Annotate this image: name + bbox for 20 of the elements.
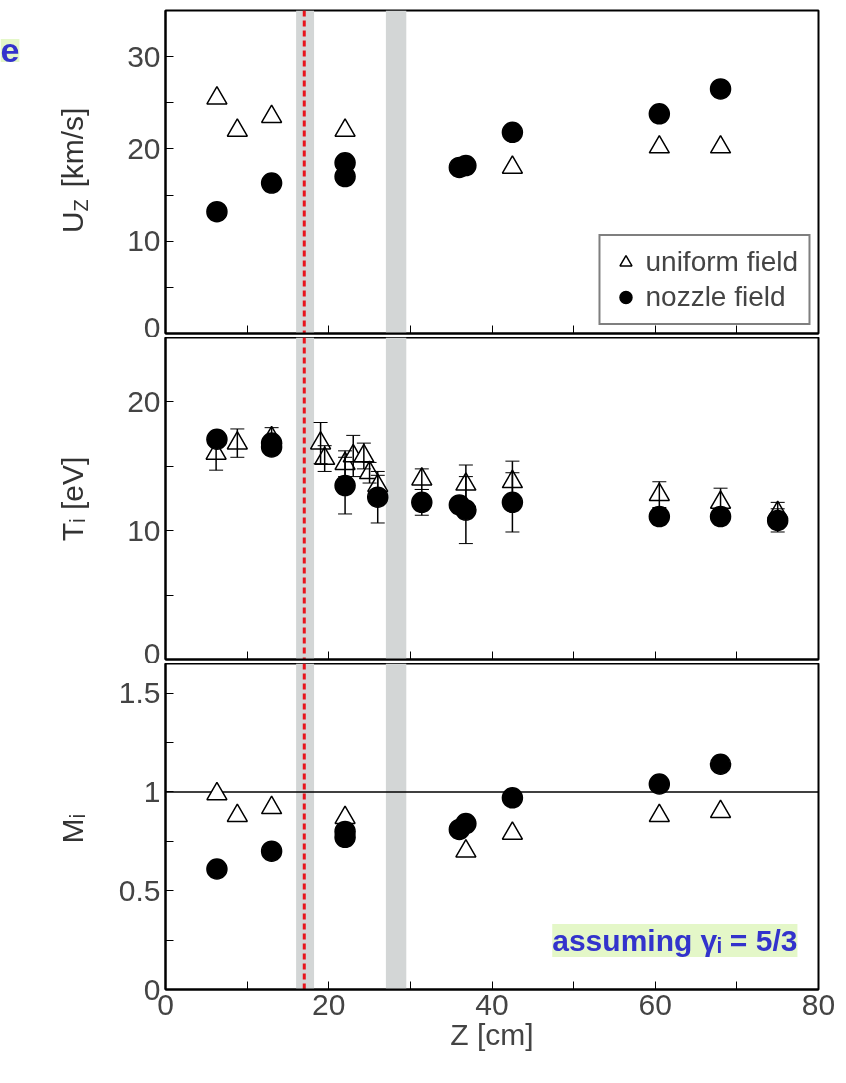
y-tick-label: 20 [127,131,161,165]
y-tick-label: 0 [143,310,161,344]
y-tick-label: 10 [127,224,161,258]
y-tick-label: 0.5 [118,873,161,907]
y-tick-label: 10 [127,513,161,547]
legend-label: uniform field [645,246,798,278]
legend-label: nozzle field [645,281,786,313]
text: e [0,31,20,69]
y-axis-title: Mᵢ [56,813,89,844]
y-tick-label: 1.5 [118,676,161,710]
x-tick-label: 80 [801,987,836,1021]
y-axis-title: UZ [km/s] [56,107,92,234]
y-tick-label: 1 [143,774,161,808]
y-axis-title: Tᵢ [eV] [56,456,89,542]
x-tick-label: 20 [312,987,346,1021]
annotation: assuming γᵢ = 5/3 [552,923,798,957]
y-tick-label: 30 [127,39,161,73]
y-tick-label: 0 [143,636,161,670]
x-tick-label: 60 [638,987,672,1021]
y-tick-label: 20 [127,384,161,418]
